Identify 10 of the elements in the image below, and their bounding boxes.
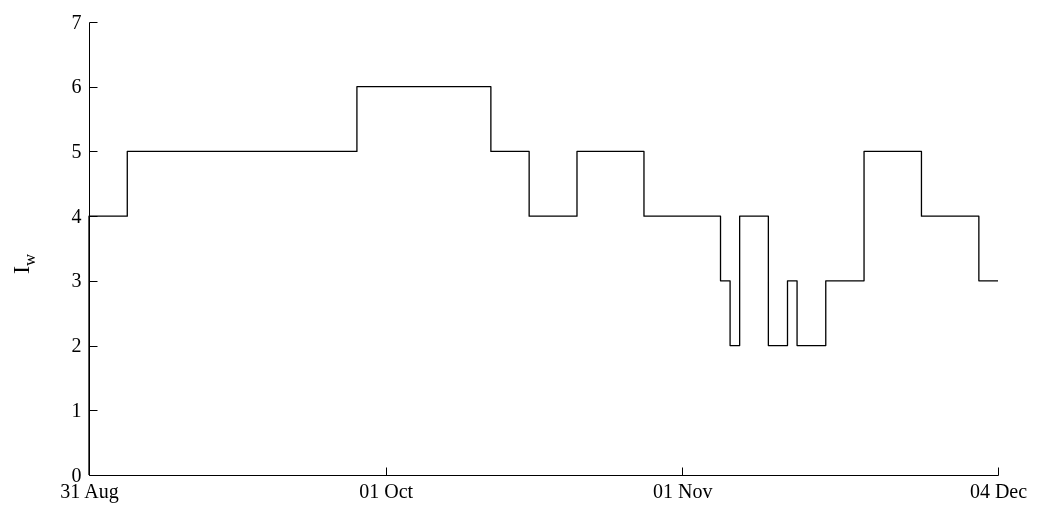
- y-tick-label: 2: [71, 334, 82, 357]
- y-tick-label: 7: [71, 10, 82, 33]
- y-tick-label: 5: [71, 139, 82, 162]
- y-tick-label: 1: [71, 398, 82, 421]
- y-tick-label: 6: [71, 75, 82, 98]
- y-tick-label: 3: [71, 269, 82, 292]
- x-tick-label: 01 Nov: [653, 479, 713, 502]
- y-tick-label: 4: [71, 204, 82, 227]
- x-tick-label: 04 Dec: [969, 479, 1028, 502]
- x-tick-label: 01 Oct: [359, 479, 414, 502]
